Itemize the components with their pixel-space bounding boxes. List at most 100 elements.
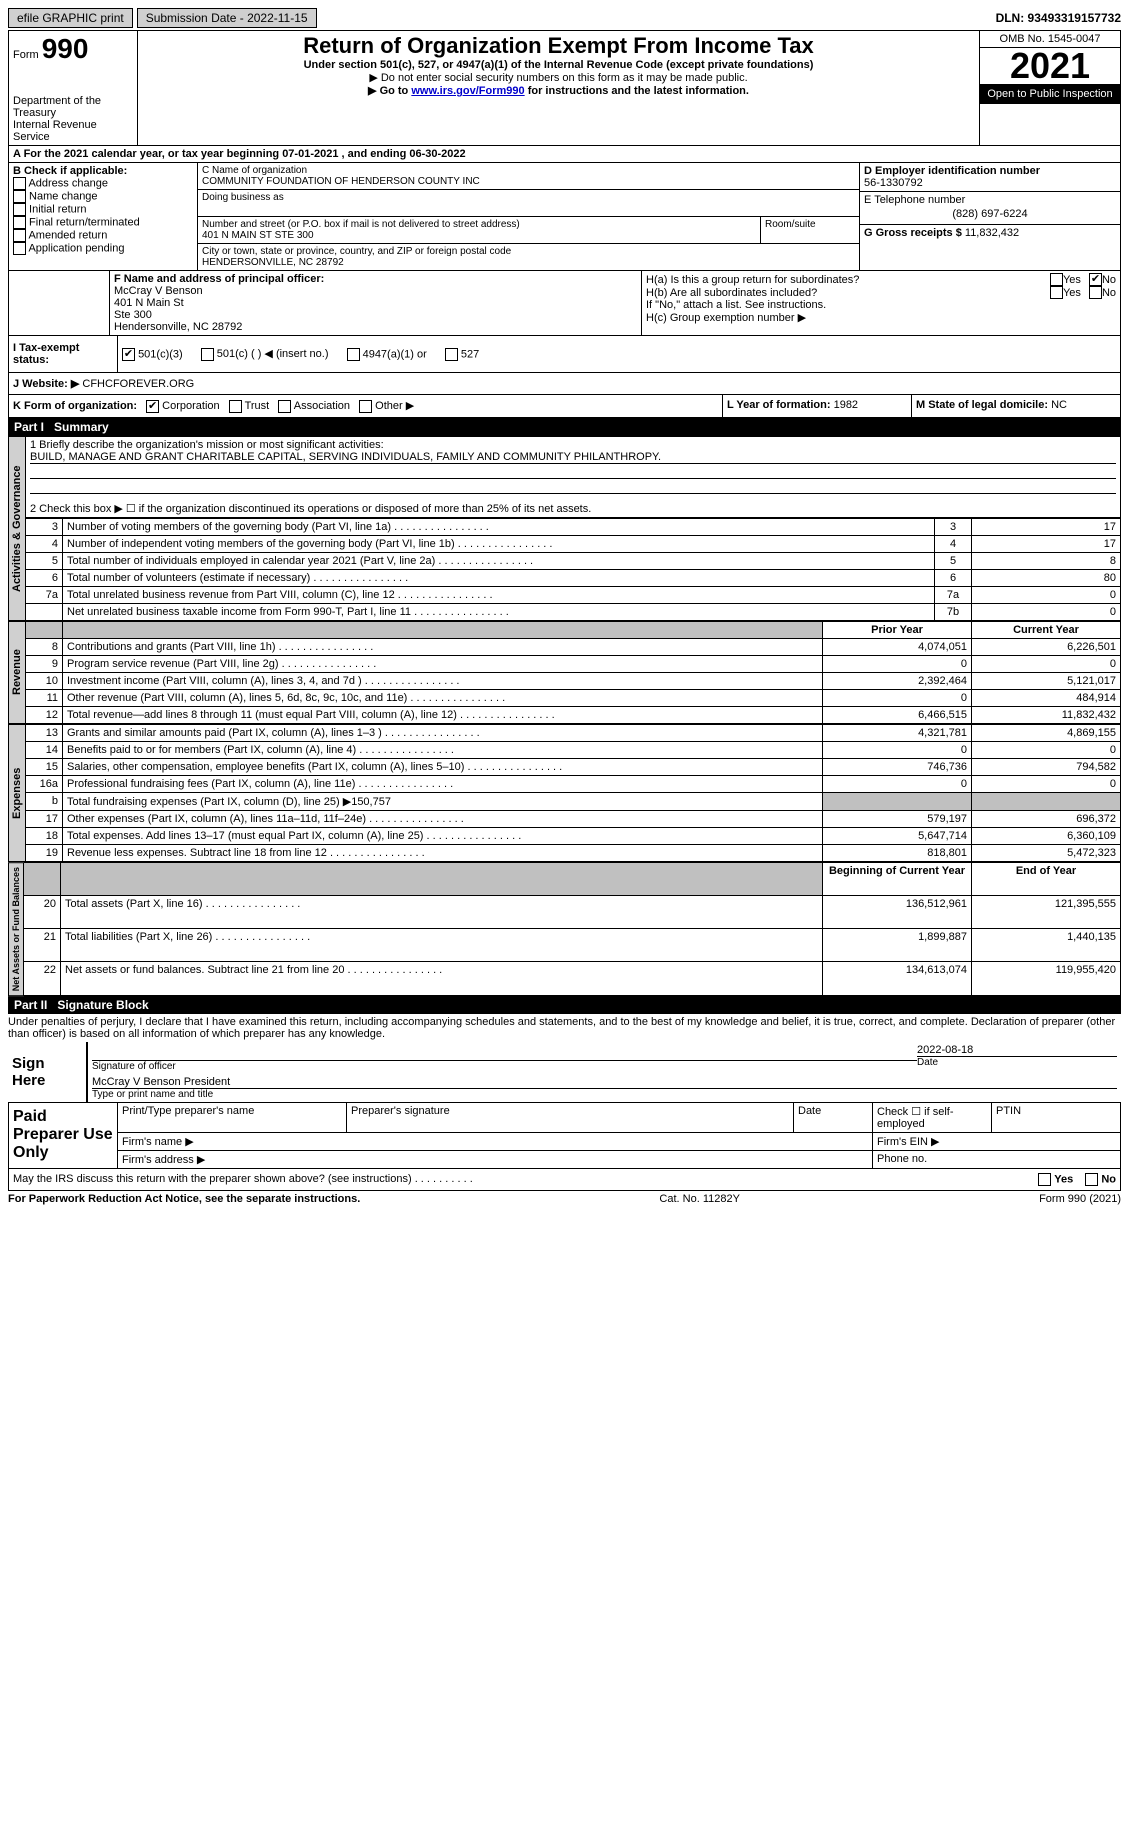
firm-ein-label: Firm's EIN ▶	[873, 1132, 1121, 1150]
checkbox-final-return/terminated[interactable]	[13, 216, 26, 229]
sig-officer-label: Signature of officer	[92, 1061, 917, 1072]
501c-checkbox[interactable]	[201, 348, 214, 361]
hb-yes-checkbox[interactable]	[1050, 286, 1063, 299]
line-text: Revenue less expenses. Subtract line 18 …	[63, 844, 823, 861]
discuss-yes-checkbox[interactable]	[1038, 1173, 1051, 1186]
efile-button[interactable]: efile GRAPHIC print	[8, 8, 133, 28]
checkbox-name-change[interactable]	[13, 190, 26, 203]
opt-assoc: Association	[294, 400, 350, 412]
line-num: 16a	[26, 775, 63, 792]
prior-value: 818,801	[823, 844, 972, 861]
col-header: Prior Year	[823, 621, 972, 638]
dln: DLN: 93493319157732	[996, 11, 1121, 25]
line-text: Benefits paid to or for members (Part IX…	[63, 741, 823, 758]
preparer-name-label: Print/Type preparer's name	[118, 1102, 347, 1132]
subtitle-1: Under section 501(c), 527, or 4947(a)(1)…	[142, 59, 975, 71]
no-label: No	[1101, 1173, 1116, 1185]
checkbox-application-pending[interactable]	[13, 242, 26, 255]
assoc-checkbox[interactable]	[278, 400, 291, 413]
current-value: 11,832,432	[972, 706, 1121, 723]
line-text: Contributions and grants (Part VIII, lin…	[63, 638, 823, 655]
opt-527: 527	[461, 348, 479, 360]
line-text: Total revenue—add lines 8 through 11 (mu…	[63, 706, 823, 723]
sig-date-label: Date	[917, 1057, 1117, 1068]
governance-table: 3Number of voting members of the governi…	[26, 518, 1121, 621]
current-value: 1,440,135	[972, 929, 1121, 962]
addr-label: Number and street (or P.O. box if mail i…	[202, 219, 520, 230]
form-org-label: K Form of organization:	[13, 400, 137, 412]
trust-checkbox[interactable]	[229, 400, 242, 413]
firm-name-label: Firm's name ▶	[118, 1132, 873, 1150]
line-text: Other expenses (Part IX, column (A), lin…	[63, 810, 823, 827]
prior-value: 2,392,464	[823, 672, 972, 689]
checkbox-amended-return[interactable]	[13, 229, 26, 242]
prior-value: 134,613,074	[823, 962, 972, 995]
line-num: 4	[26, 535, 63, 552]
checkbox-initial-return[interactable]	[13, 203, 26, 216]
current-value: 6,226,501	[972, 638, 1121, 655]
line-value: 80	[972, 569, 1121, 586]
current-value: 484,914	[972, 689, 1121, 706]
corp-checkbox[interactable]	[146, 400, 159, 413]
preparer-sig-label: Preparer's signature	[347, 1102, 794, 1132]
ha-no-checkbox[interactable]	[1089, 273, 1102, 286]
line-box: 5	[935, 552, 972, 569]
527-checkbox[interactable]	[445, 348, 458, 361]
prior-value: 4,074,051	[823, 638, 972, 655]
prior-value: 136,512,961	[823, 895, 972, 928]
domicile-label: M State of legal domicile:	[916, 399, 1048, 411]
submission-date: Submission Date - 2022-11-15	[137, 8, 317, 28]
expenses-section: Expenses 13Grants and similar amounts pa…	[8, 724, 1121, 862]
line-num: 21	[24, 929, 61, 962]
501c3-checkbox[interactable]	[122, 348, 135, 361]
hb-note: If "No," attach a list. See instructions…	[646, 299, 1116, 311]
line-text: Program service revenue (Part VIII, line…	[63, 655, 823, 672]
line-num: 3	[26, 518, 63, 535]
hb-no-checkbox[interactable]	[1089, 286, 1102, 299]
discuss-label: May the IRS discuss this return with the…	[13, 1173, 412, 1185]
form-header: Form 990 Department of the Treasury Inte…	[8, 30, 1121, 146]
other-checkbox[interactable]	[359, 400, 372, 413]
line-box: 7a	[935, 586, 972, 603]
line-text: Other revenue (Part VIII, column (A), li…	[63, 689, 823, 706]
current-value: 0	[972, 741, 1121, 758]
checkbox-address-change[interactable]	[13, 177, 26, 190]
part1-body: Activities & Governance 1 Briefly descri…	[8, 436, 1121, 621]
line-num: 12	[26, 706, 63, 723]
website-label: J Website: ▶	[13, 378, 79, 390]
part1-title: Part I	[14, 420, 54, 434]
self-employed-check: Check ☐ if self-employed	[873, 1102, 992, 1132]
line-box: 7b	[935, 603, 972, 620]
firm-phone-label: Phone no.	[873, 1150, 1121, 1168]
line-text: Net unrelated business taxable income fr…	[63, 603, 935, 620]
line-text: Total number of individuals employed in …	[63, 552, 935, 569]
prior-value: 0	[823, 741, 972, 758]
4947-checkbox[interactable]	[347, 348, 360, 361]
current-value: 0	[972, 775, 1121, 792]
prior-value: 0	[823, 689, 972, 706]
box-c-label: C Name of organization	[202, 165, 307, 176]
line-num: 22	[24, 962, 61, 995]
box-b-label: B Check if applicable:	[13, 165, 193, 177]
expenses-table: 13Grants and similar amounts paid (Part …	[26, 724, 1121, 862]
preparer-table: Paid Preparer Use Only Print/Type prepar…	[8, 1102, 1121, 1169]
ha-yes-checkbox[interactable]	[1050, 273, 1063, 286]
mission-label: 1 Briefly describe the organization's mi…	[30, 439, 1116, 451]
line-box: 6	[935, 569, 972, 586]
page-footer: For Paperwork Reduction Act Notice, see …	[8, 1193, 1121, 1205]
opt-trust: Trust	[245, 400, 270, 412]
footer-right: Form 990 (2021)	[1039, 1193, 1121, 1205]
prior-value: 1,899,887	[823, 929, 972, 962]
line-num: 20	[24, 895, 61, 928]
col-header: End of Year	[972, 862, 1121, 895]
line-num: 5	[26, 552, 63, 569]
line-text: Total fundraising expenses (Part IX, col…	[63, 792, 823, 810]
form-label: Form	[13, 49, 39, 61]
line-value: 0	[972, 586, 1121, 603]
col-header: Beginning of Current Year	[823, 862, 972, 895]
discuss-no-checkbox[interactable]	[1085, 1173, 1098, 1186]
instructions-link[interactable]: www.irs.gov/Form990	[411, 85, 524, 97]
prior-value	[823, 792, 972, 810]
city-label: City or town, state or province, country…	[202, 246, 511, 257]
yes-label: Yes	[1054, 1173, 1073, 1185]
